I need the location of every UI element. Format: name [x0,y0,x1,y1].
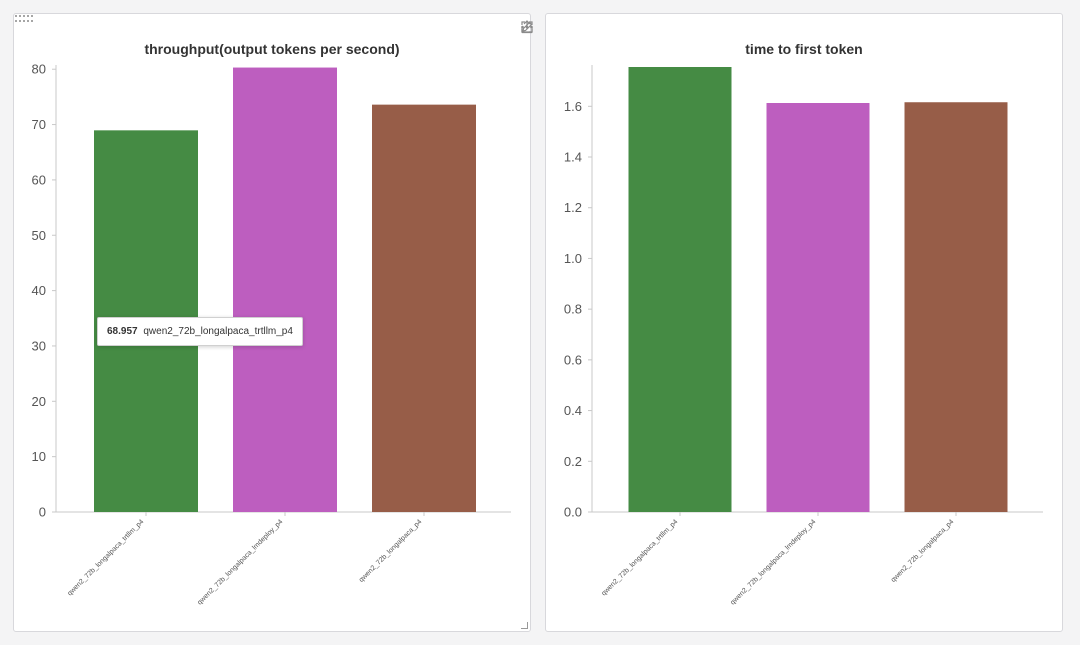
y-tick-label: 70 [32,117,46,132]
bar-tooltip: 68.957 qwen2_72b_longalpaca_trtllm_p4 [97,317,303,346]
x-category-label: qwen2_72b_longalpaca_lmdeploy_p4 [729,518,817,606]
more-icon[interactable] [520,20,534,34]
y-tick-label: 50 [32,228,46,243]
tooltip-value: 68.957 [107,326,138,337]
y-tick-label: 60 [32,172,46,187]
y-tick-label: 0.4 [564,403,582,418]
y-tick-label: 1.2 [564,200,582,215]
throughput-bar-chart: 0 10 20 30 40 50 60 70 80 68.957 qwen2_72b_longal… [32,62,511,607]
drag-handle-icon[interactable] [14,14,34,24]
y-tick-label: 1.0 [564,251,582,266]
y-tick-label: 40 [32,283,46,298]
y-tick-label: 20 [32,394,46,409]
y-tick-label: 0.0 [564,505,582,520]
fullscreen-icon[interactable] [520,20,534,34]
bar-2[interactable]: 80.3 qwen2_72b_longalpaca_lmdeploy_p4 [233,67,337,513]
resize-handle[interactable] [521,622,528,629]
chart-panel-ttft: time to first token 0.0 0.2 0.4 0.6 0.8 1.0 1.… [545,13,1063,632]
ttft-bar-chart: 0.0 0.2 0.4 0.6 0.8 1.0 1.2 1.4 1.6 1.755 qwen2_7… [564,65,1043,607]
y-tick-label: 0.8 [564,302,582,317]
y-tick-label: 0.2 [564,454,582,469]
y-tick-label: 30 [32,338,46,353]
x-category-label: qwen2_72b_longalpaca_trtllm_p4 [600,518,679,597]
bar-2[interactable]: 1.613 qwen2_72b_longalpaca_lmdeploy_p4 [766,103,870,512]
chart-title: time to first token [745,41,863,57]
y-tick-label: 0 [39,505,46,520]
x-category-label: qwen2_72b_longalpaca_trtllm_p4 [66,518,145,597]
chart-panel-throughput: throughput(output tokens per second) 0 10… [13,13,534,632]
bar-3[interactable]: 73.6 qwen2_72b_longalpaca_p4 [372,104,476,513]
tooltip-label: qwen2_72b_longalpaca_trtllm_p4 [143,326,293,337]
x-category-label: qwen2_72b_longalpaca_lmdeploy_p4 [196,518,284,606]
y-tick-label: 1.6 [564,99,582,114]
chart-title: throughput(output tokens per second) [144,41,400,57]
x-category-label: qwen2_72b_longalpaca_p4 [358,518,424,584]
bar-1[interactable]: 1.755 qwen2_72b_longalpaca_trtllm_p4 [628,67,732,512]
y-tick-label: 0.6 [564,352,582,367]
y-tick-label: 10 [32,449,46,464]
y-tick-label: 80 [32,62,46,77]
x-category-label: qwen2_72b_longalpaca_p4 [890,518,956,584]
bar-3[interactable]: 1.616 qwen2_72b_longalpaca_p4 [904,102,1008,512]
y-tick-label: 1.4 [564,150,582,165]
